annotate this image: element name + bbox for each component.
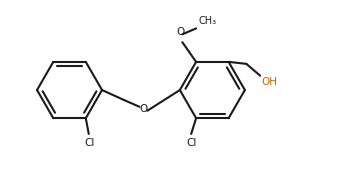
Text: Cl: Cl: [186, 138, 196, 148]
Text: OH: OH: [261, 77, 277, 87]
Text: Cl: Cl: [85, 138, 95, 148]
Text: O: O: [176, 27, 184, 37]
Text: CH₃: CH₃: [198, 16, 216, 26]
Text: O: O: [139, 104, 148, 114]
